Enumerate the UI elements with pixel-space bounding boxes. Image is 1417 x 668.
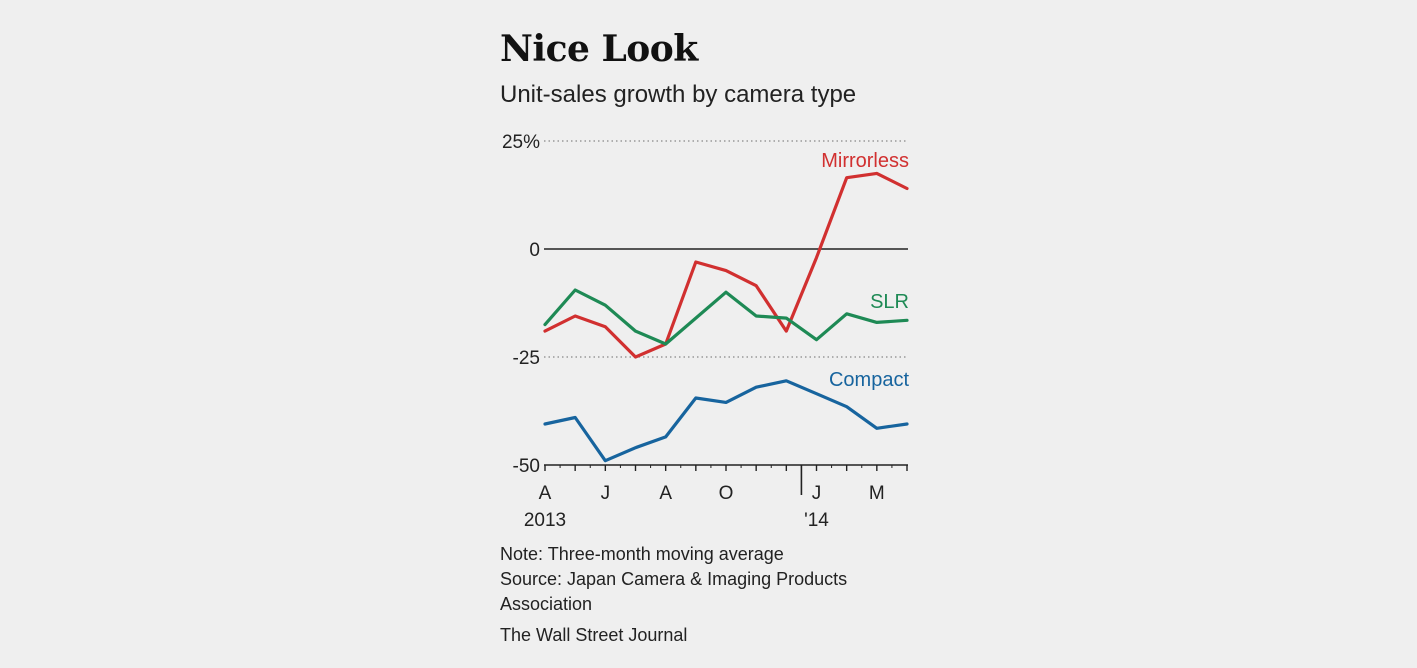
- label-layer: 25% 0 -25 -50 A 2013 J A O J '14 M Mirrorless SLR Comp…: [502, 132, 909, 531]
- y-tick-label: -50: [513, 456, 540, 477]
- series-line-slr: [543, 288, 909, 346]
- series-label-mirrorless: Mirrorless: [821, 150, 909, 172]
- y-tick-label: 25%: [502, 132, 540, 153]
- series-line-mirrorless: [543, 171, 909, 359]
- x-tick-sublabel: 2013: [524, 510, 566, 531]
- footnotes: Note: Three-month moving average Source:…: [500, 542, 900, 648]
- x-axis: [544, 464, 908, 495]
- series-label-compact: Compact: [829, 369, 909, 391]
- grid-layer: [544, 140, 908, 358]
- x-tick-sublabel: '14: [804, 510, 829, 531]
- credit-text: The Wall Street Journal: [500, 625, 688, 645]
- line-chart: 25% 0 -25 -50 A 2013 J A O J '14 M Mirrorless SLR Comp…: [502, 132, 909, 531]
- source-text-line2: Association: [500, 594, 593, 614]
- x-tick-label: J: [812, 483, 822, 504]
- y-tick-label: -25: [513, 348, 540, 369]
- source-text-line1: Source: Japan Camera & Imaging Products: [500, 569, 848, 589]
- x-tick-label: A: [539, 483, 552, 504]
- chart-subtitle: Unit-sales growth by camera type: [500, 81, 857, 108]
- x-tick-label: M: [869, 483, 885, 504]
- y-tick-label: 0: [529, 240, 540, 261]
- series-label-slr: SLR: [870, 291, 909, 313]
- x-tick-label: O: [719, 483, 734, 504]
- x-tick-label: A: [659, 483, 672, 504]
- chart-card: Nice Look Unit-sales growth by camera ty…: [484, 0, 924, 668]
- series-line-compact: [543, 379, 909, 463]
- x-tick-label: J: [601, 483, 611, 504]
- note-text: Note: Three-month moving average: [500, 544, 784, 564]
- chart-title: Nice Look: [500, 28, 698, 70]
- series-layer: [543, 171, 909, 463]
